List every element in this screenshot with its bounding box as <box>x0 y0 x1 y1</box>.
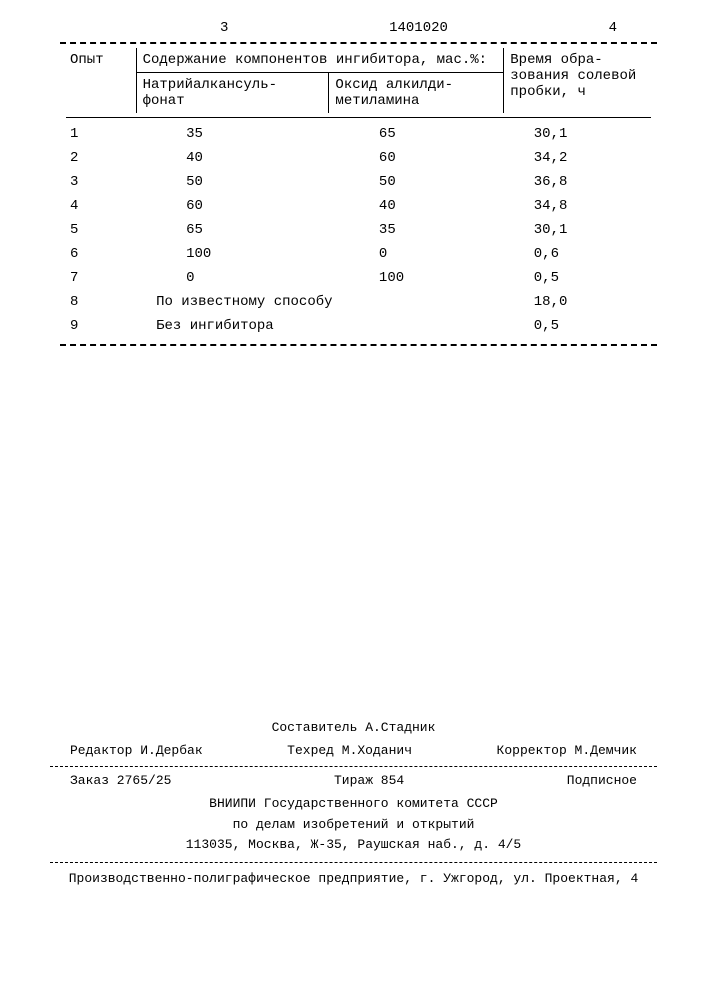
header-underline <box>60 113 657 122</box>
cell-a: 40 <box>136 146 329 170</box>
cell-b: 65 <box>329 122 504 146</box>
addr: 113035, Москва, Ж-35, Раушская наб., д. … <box>50 835 657 856</box>
editor: Редактор И.Дербак <box>70 741 203 762</box>
header-row: 3 1401020 4 <box>60 20 657 36</box>
table-row: 8По известному способу18,0 <box>60 290 657 314</box>
cell-b: 0 <box>329 242 504 266</box>
page-number-right: 4 <box>609 20 617 36</box>
cell-time: 30,1 <box>504 218 657 242</box>
table-row: 1356530,1 <box>60 122 657 146</box>
org1: ВНИИПИ Государственного комитета СССР <box>50 794 657 815</box>
page-number-left: 3 <box>220 20 228 36</box>
subscription: Подписное <box>567 771 637 792</box>
cell-opyt: 9 <box>60 314 136 338</box>
cell-a: 0 <box>136 266 329 290</box>
col-sub2: Оксид алкилди- метиламина <box>329 73 504 114</box>
table-bottom-dashed <box>60 344 657 346</box>
cell-opyt: 5 <box>60 218 136 242</box>
cell-time: 0,5 <box>504 314 657 338</box>
credits-row: Редактор И.Дербак Техред М.Ходанич Корре… <box>50 741 657 762</box>
cell-span: По известному способу <box>136 290 504 314</box>
cell-a: 35 <box>136 122 329 146</box>
corrector: Корректор М.Демчик <box>497 741 637 762</box>
cell-opyt: 6 <box>60 242 136 266</box>
cell-opyt: 8 <box>60 290 136 314</box>
cell-time: 36,8 <box>504 170 657 194</box>
cell-opyt: 3 <box>60 170 136 194</box>
cell-b: 100 <box>329 266 504 290</box>
col-content-group: Содержание компонентов ингибитора, мас.%… <box>136 48 504 73</box>
page: 3 1401020 4 Опыт Содержание компонентов … <box>0 0 707 1000</box>
cell-time: 34,2 <box>504 146 657 170</box>
cell-opyt: 7 <box>60 266 136 290</box>
document-number: 1401020 <box>389 20 448 36</box>
cell-a: 50 <box>136 170 329 194</box>
cell-time: 30,1 <box>504 122 657 146</box>
cell-time: 18,0 <box>504 290 657 314</box>
table-row: 610000,6 <box>60 242 657 266</box>
cell-opyt: 2 <box>60 146 136 170</box>
cell-b: 60 <box>329 146 504 170</box>
table-row: 701000,5 <box>60 266 657 290</box>
cell-b: 40 <box>329 194 504 218</box>
cell-a: 100 <box>136 242 329 266</box>
techred: Техред М.Ходанич <box>287 741 412 762</box>
footer-block: Составитель А.Стадник Редактор И.Дербак … <box>50 718 657 890</box>
table-row: 4604034,8 <box>60 194 657 218</box>
col-opyt: Опыт <box>60 48 136 113</box>
tirage: Тираж 854 <box>334 771 404 792</box>
table-header-row-1: Опыт Содержание компонентов ингибитора, … <box>60 48 657 73</box>
order: Заказ 2765/25 <box>70 771 171 792</box>
col-sub1: Натрийалкансуль- фонат <box>136 73 329 114</box>
footer-dash-2 <box>50 862 657 863</box>
col-time: Время обра- зования солевой пробки, ч <box>504 48 657 113</box>
footer-dash-1 <box>50 766 657 767</box>
table-row: 3505036,8 <box>60 170 657 194</box>
data-table: Опыт Содержание компонентов ингибитора, … <box>60 48 657 338</box>
cell-span: Без ингибитора <box>136 314 504 338</box>
table-row: 9Без ингибитора0,5 <box>60 314 657 338</box>
table-top-dashed <box>60 42 657 44</box>
cell-time: 0,6 <box>504 242 657 266</box>
cell-time: 34,8 <box>504 194 657 218</box>
compiler-line: Составитель А.Стадник <box>50 718 657 739</box>
cell-b: 35 <box>329 218 504 242</box>
org2: по делам изобретений и открытий <box>50 815 657 836</box>
cell-time: 0,5 <box>504 266 657 290</box>
table-row: 2406034,2 <box>60 146 657 170</box>
cell-b: 50 <box>329 170 504 194</box>
cell-a: 65 <box>136 218 329 242</box>
cell-a: 60 <box>136 194 329 218</box>
order-row: Заказ 2765/25 Тираж 854 Подписное <box>50 771 657 792</box>
cell-opyt: 4 <box>60 194 136 218</box>
cell-opyt: 1 <box>60 122 136 146</box>
printer: Производственно-полиграфическое предприя… <box>50 869 657 890</box>
table-row: 5653530,1 <box>60 218 657 242</box>
